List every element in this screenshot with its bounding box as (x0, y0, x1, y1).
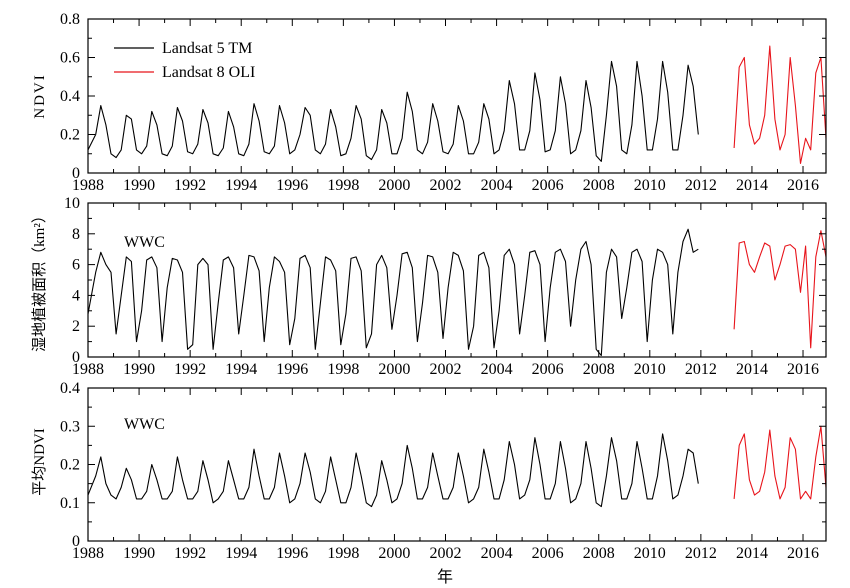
legend: Landsat 5 TM Landsat 8 OLI (114, 40, 255, 81)
x-tick-label: 1990 (123, 545, 155, 562)
x-tick-label: 1988 (72, 177, 104, 194)
x-tick-label: 1992 (174, 177, 206, 194)
series-line-2-landsat5 (87, 228, 699, 357)
x-tick-label: 1998 (327, 177, 359, 194)
x-tick-label: 2010 (634, 361, 666, 378)
panel-label-area: WWC (124, 234, 165, 251)
x-tick-label: 2000 (378, 361, 410, 378)
x-tick-label: 1992 (174, 545, 206, 562)
x-tick-label: 2016 (787, 177, 819, 194)
x-tick-label: 2004 (481, 545, 513, 562)
y-axis-title-mean-ndvi: 平均NDVI (31, 428, 48, 496)
y-tick-label: 0.2 (60, 127, 80, 144)
x-tick-label: 2016 (787, 361, 819, 378)
y-tick-label: 0.4 (60, 88, 80, 105)
x-tick-label: 1988 (72, 545, 104, 562)
chart-panel-2: 1988 1990 1992 1994 1996 1998 2000 2002 2004 2006… (64, 195, 827, 378)
x-tick-label: 2006 (532, 177, 564, 194)
y-tick-label: 0.2 (60, 457, 80, 474)
panel-label-mean-ndvi: WWC (124, 416, 165, 433)
y-tick-label: 0.3 (60, 418, 80, 435)
y-tick-label: 0.8 (60, 11, 80, 28)
y-axis-title-area: 湿地植被面积（km²） (31, 208, 48, 352)
x-tick-label: 2002 (430, 177, 462, 194)
x-tick-label: 2012 (685, 361, 717, 378)
y-tick-label: 10 (64, 195, 80, 212)
x-tick-label: 2000 (378, 177, 410, 194)
x-tick-label: 2006 (532, 545, 564, 562)
y-tick-label: 0 (72, 533, 80, 550)
x-tick-label: 1990 (123, 361, 155, 378)
x-tick-label: 1994 (225, 361, 257, 378)
y-tick-label: 0 (72, 349, 80, 366)
x-tick-label: 1994 (225, 545, 257, 562)
x-tick-label: 2012 (685, 545, 717, 562)
x-tick-label: 2008 (583, 361, 615, 378)
series-line-1-landsat8 (733, 45, 827, 164)
x-tick-label: 2004 (481, 361, 513, 378)
x-tick-label: 1998 (327, 545, 359, 562)
legend-label-landsat5: Landsat 5 TM (162, 40, 252, 57)
series-line-1-landsat5 (87, 60, 699, 162)
series-line-3-landsat8 (733, 425, 827, 500)
y-tick-label: 8 (72, 226, 80, 243)
chart-panel-3: 1988 1990 1992 1994 1996 1998 2000 2002 2004 2006… (60, 380, 827, 562)
x-tick-label: 1996 (276, 177, 308, 194)
legend-label-landsat8: Landsat 8 OLI (162, 64, 255, 81)
y-tick-label: 0.4 (60, 380, 80, 397)
x-tick-label: 2010 (634, 177, 666, 194)
x-tick-label: 2000 (378, 545, 410, 562)
x-tick-label: 1990 (123, 177, 155, 194)
y-tick-label: 4 (72, 287, 80, 304)
x-axis-title: 年 (437, 568, 453, 586)
x-tick-label: 2014 (736, 177, 768, 194)
x-tick-label: 1998 (327, 361, 359, 378)
x-tick-label: 2008 (583, 545, 615, 562)
x-tick-label: 1996 (276, 545, 308, 562)
plot-frame (87, 202, 827, 358)
series-line-3-landsat5 (87, 433, 699, 508)
y-axis-title-ndvi: NDVI (32, 73, 48, 119)
y-tick-label: 0.6 (60, 50, 80, 67)
x-tick-label: 2014 (736, 361, 768, 378)
x-tick-label: 2004 (481, 177, 513, 194)
x-tick-label: 2010 (634, 545, 666, 562)
x-tick-label: 1994 (225, 177, 257, 194)
y-tick-label: 0 (72, 165, 80, 182)
x-tick-label: 2012 (685, 177, 717, 194)
x-tick-label: 2002 (430, 361, 462, 378)
series-line-2-landsat8 (733, 230, 827, 349)
x-tick-label: 2016 (787, 545, 819, 562)
chart-panel-1: 1988 1990 1992 1994 1996 1998 2000 2002 2004 2006… (60, 11, 827, 194)
x-tick-label: 2014 (736, 545, 768, 562)
y-tick-label: 0.1 (60, 495, 80, 512)
x-tick-label: 1996 (276, 361, 308, 378)
x-tick-label: 1992 (174, 361, 206, 378)
x-tick-label: 2002 (430, 545, 462, 562)
x-tick-label: 2008 (583, 177, 615, 194)
y-tick-label: 6 (72, 257, 80, 274)
x-tick-label: 1988 (72, 361, 104, 378)
x-tick-label: 2006 (532, 361, 564, 378)
y-tick-label: 2 (72, 318, 80, 335)
